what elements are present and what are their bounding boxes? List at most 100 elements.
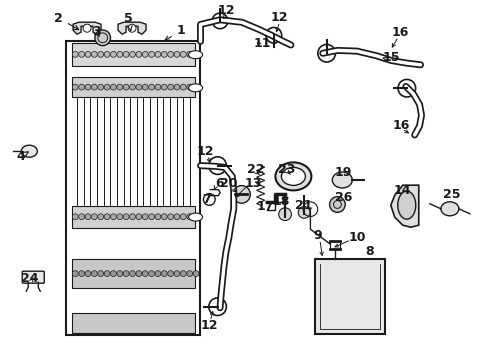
Circle shape bbox=[110, 271, 116, 276]
Text: 19: 19 bbox=[334, 166, 351, 179]
Circle shape bbox=[208, 298, 226, 315]
Circle shape bbox=[117, 214, 122, 220]
Circle shape bbox=[397, 80, 415, 97]
Circle shape bbox=[128, 24, 136, 32]
Text: 18: 18 bbox=[272, 195, 289, 208]
Circle shape bbox=[79, 271, 84, 276]
Circle shape bbox=[298, 207, 309, 218]
Text: 16: 16 bbox=[391, 119, 409, 132]
Text: 14: 14 bbox=[392, 184, 410, 197]
Text: 12: 12 bbox=[270, 11, 288, 24]
Circle shape bbox=[161, 271, 167, 276]
Text: 16: 16 bbox=[390, 26, 408, 39]
Circle shape bbox=[180, 84, 186, 90]
Ellipse shape bbox=[332, 172, 351, 188]
Polygon shape bbox=[73, 22, 101, 34]
Circle shape bbox=[167, 51, 173, 57]
FancyBboxPatch shape bbox=[22, 271, 44, 283]
Circle shape bbox=[180, 214, 186, 220]
Circle shape bbox=[91, 214, 97, 220]
Ellipse shape bbox=[275, 162, 311, 190]
Circle shape bbox=[317, 45, 335, 62]
Circle shape bbox=[161, 51, 167, 57]
Text: 3: 3 bbox=[92, 25, 101, 38]
Bar bbox=[72, 43, 194, 66]
Ellipse shape bbox=[188, 213, 202, 221]
Circle shape bbox=[123, 51, 129, 57]
Circle shape bbox=[98, 271, 103, 276]
Circle shape bbox=[232, 186, 250, 203]
Circle shape bbox=[129, 84, 135, 90]
Bar bbox=[66, 41, 200, 335]
Circle shape bbox=[142, 84, 148, 90]
Circle shape bbox=[72, 214, 78, 220]
Circle shape bbox=[110, 84, 116, 90]
Circle shape bbox=[95, 30, 110, 46]
Circle shape bbox=[98, 214, 103, 220]
Ellipse shape bbox=[21, 145, 37, 157]
Text: 12: 12 bbox=[196, 145, 214, 158]
Circle shape bbox=[167, 84, 173, 90]
Bar bbox=[72, 77, 194, 97]
Circle shape bbox=[167, 271, 173, 276]
Circle shape bbox=[186, 51, 192, 57]
Bar bbox=[72, 206, 194, 228]
Circle shape bbox=[142, 51, 148, 57]
Circle shape bbox=[117, 51, 122, 57]
Circle shape bbox=[110, 51, 116, 57]
Circle shape bbox=[186, 214, 192, 220]
Circle shape bbox=[72, 271, 78, 276]
Circle shape bbox=[91, 271, 97, 276]
Circle shape bbox=[79, 84, 84, 90]
Bar bbox=[72, 313, 194, 333]
Circle shape bbox=[79, 214, 84, 220]
Text: 12: 12 bbox=[200, 319, 218, 332]
Circle shape bbox=[72, 84, 78, 90]
Text: 20: 20 bbox=[220, 177, 237, 190]
Circle shape bbox=[104, 51, 110, 57]
Polygon shape bbox=[118, 22, 146, 34]
Circle shape bbox=[104, 271, 110, 276]
Circle shape bbox=[123, 271, 129, 276]
Circle shape bbox=[174, 214, 180, 220]
Circle shape bbox=[85, 271, 91, 276]
Circle shape bbox=[186, 84, 192, 90]
Circle shape bbox=[155, 214, 161, 220]
Text: 5: 5 bbox=[123, 12, 132, 31]
Ellipse shape bbox=[397, 191, 415, 219]
Ellipse shape bbox=[188, 51, 202, 59]
Circle shape bbox=[193, 51, 199, 57]
Circle shape bbox=[136, 84, 142, 90]
Circle shape bbox=[117, 84, 122, 90]
Text: 24: 24 bbox=[20, 273, 38, 285]
Text: 21: 21 bbox=[295, 199, 312, 212]
Circle shape bbox=[129, 51, 135, 57]
Circle shape bbox=[98, 84, 103, 90]
Circle shape bbox=[180, 51, 186, 57]
Circle shape bbox=[155, 271, 161, 276]
Text: 10: 10 bbox=[347, 231, 365, 244]
Circle shape bbox=[186, 271, 192, 276]
Ellipse shape bbox=[281, 167, 305, 185]
Text: 4: 4 bbox=[16, 150, 28, 163]
Text: 9: 9 bbox=[313, 229, 322, 242]
Circle shape bbox=[129, 214, 135, 220]
Circle shape bbox=[98, 51, 103, 57]
Circle shape bbox=[117, 271, 122, 276]
Circle shape bbox=[193, 214, 199, 220]
Circle shape bbox=[136, 214, 142, 220]
Text: 7: 7 bbox=[202, 193, 211, 206]
Text: 11: 11 bbox=[253, 37, 271, 50]
Text: 8: 8 bbox=[364, 246, 373, 258]
Circle shape bbox=[142, 271, 148, 276]
Circle shape bbox=[180, 271, 186, 276]
Circle shape bbox=[148, 51, 154, 57]
Circle shape bbox=[104, 84, 110, 90]
Circle shape bbox=[72, 51, 78, 57]
Circle shape bbox=[161, 84, 167, 90]
Bar bbox=[315, 259, 385, 334]
Circle shape bbox=[155, 84, 161, 90]
Text: 26: 26 bbox=[334, 191, 352, 204]
Text: 6: 6 bbox=[214, 177, 223, 190]
Circle shape bbox=[91, 51, 97, 57]
